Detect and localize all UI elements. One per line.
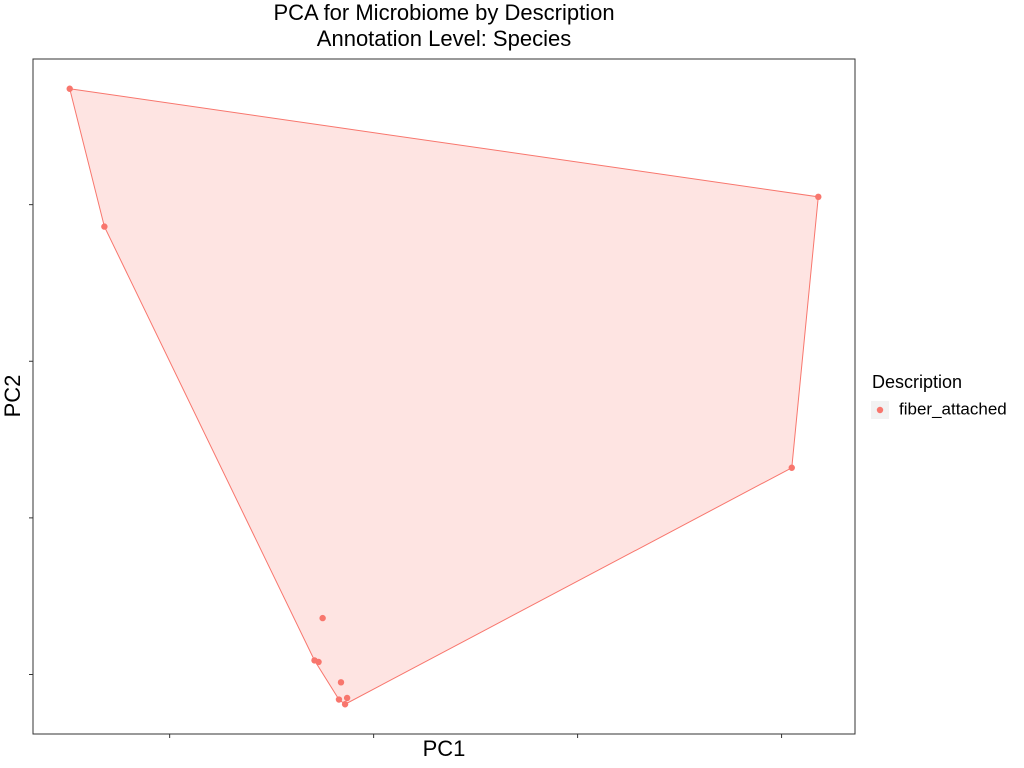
plot-area (29, 58, 856, 738)
point (335, 696, 343, 703)
point (337, 679, 345, 686)
point (343, 694, 351, 702)
point (815, 193, 822, 201)
chart-subtitle: Annotation Level: Species (317, 26, 571, 51)
plot-border (32, 58, 856, 735)
legend-label: fiber_attached (899, 399, 1007, 418)
legend: fiber_attached (871, 399, 1007, 419)
point (788, 464, 795, 471)
x-axis-label: PC1 (423, 736, 466, 761)
point (341, 701, 349, 708)
point (315, 658, 322, 666)
y-axis-label: PC2 (0, 375, 25, 418)
legend-title: Description (872, 372, 962, 392)
point (319, 614, 326, 622)
chart-title: PCA for Microbiome by Description (273, 0, 614, 25)
point (66, 85, 73, 92)
legend-key (876, 406, 884, 414)
point (101, 223, 108, 230)
group-hull (69, 88, 819, 705)
